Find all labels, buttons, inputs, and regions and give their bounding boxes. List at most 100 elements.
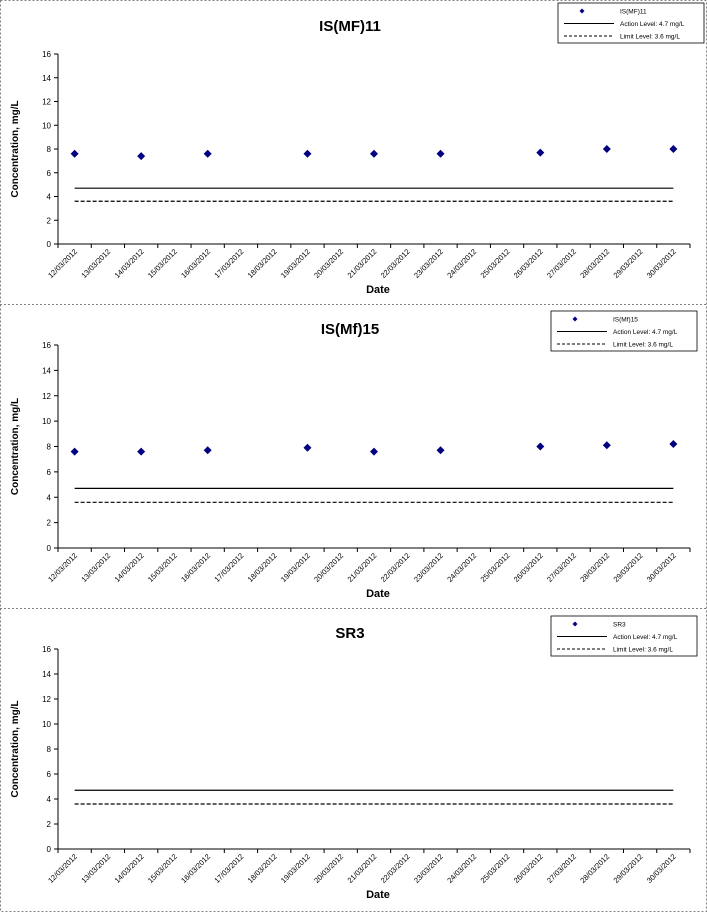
x-tick-label: 13/03/2012 (79, 247, 112, 280)
chart-panel-3: SR3 0 2 4 6 8 10 12 14 16 12/03/2012 13/03/2012 14/0… (0, 608, 707, 901)
x-tick-label: 21/03/2012 (346, 852, 379, 885)
legend-marker-symbol (572, 621, 578, 627)
y-tick-label: 12 (42, 392, 51, 401)
y-tick-label: 10 (42, 417, 51, 426)
x-tick-label: 19/03/2012 (279, 551, 312, 584)
chart-title: SR3 (335, 625, 364, 642)
data-point-marker (70, 149, 79, 158)
x-tick-label: 26/03/2012 (512, 551, 545, 584)
x-tick-label: 21/03/2012 (346, 247, 379, 280)
x-tick-label: 24/03/2012 (445, 852, 478, 885)
x-tick-label: 22/03/2012 (379, 247, 412, 280)
x-tick-label: 27/03/2012 (545, 247, 578, 280)
x-tick-label: 19/03/2012 (279, 247, 312, 280)
legend-entry-label: IS(MF)11 (620, 9, 647, 16)
x-tick-label: 23/03/2012 (412, 247, 445, 280)
chart-panel-2: IS(Mf)15 0 2 4 6 8 10 12 14 16 12/03/2012 13/03/201… (0, 304, 707, 600)
legend-entry-label: SR3 (613, 622, 626, 629)
x-tick-label: 22/03/2012 (379, 551, 412, 584)
x-tick-label: 27/03/2012 (545, 852, 578, 885)
data-point-marker (536, 442, 545, 451)
x-tick-label: 12/03/2012 (46, 247, 79, 280)
data-point-marker (370, 447, 378, 456)
data-point-marker (436, 149, 445, 158)
x-tick-label: 22/03/2012 (379, 852, 412, 885)
data-point-marker (303, 149, 312, 158)
y-tick-label: 2 (47, 820, 52, 829)
legend-entry-label: Action Level: 4.7 mg/L (613, 634, 678, 641)
y-tick-label: 4 (47, 493, 52, 502)
data-point-marker (70, 447, 79, 456)
x-tick-label: 25/03/2012 (479, 852, 512, 885)
x-tick-label: 14/03/2012 (113, 551, 146, 584)
x-tick-label: 28/03/2012 (578, 551, 611, 584)
x-tick-label: 18/03/2012 (246, 247, 279, 280)
y-tick-label: 0 (47, 240, 52, 249)
y-tick-label: 8 (47, 145, 52, 154)
chart-legend: IS(Mf)15 Action Level: 4.7 mg/L Limit Leve… (550, 310, 698, 352)
x-tick-label: 20/03/2012 (312, 247, 345, 280)
x-tick-label: 20/03/2012 (312, 551, 345, 584)
x-tick-label: 17/03/2012 (212, 551, 245, 584)
x-tick-label: 27/03/2012 (545, 551, 578, 584)
legend-marker-symbol (579, 8, 585, 14)
y-tick-label: 14 (42, 670, 51, 679)
x-tick-label: 15/03/2012 (146, 551, 179, 584)
x-tick-label: 14/03/2012 (113, 247, 146, 280)
legend-entry-label: Limit Level: 3.6 mg/L (613, 647, 673, 654)
data-point-marker (303, 443, 312, 452)
y-tick-label: 14 (42, 366, 51, 375)
x-tick-label: 29/03/2012 (612, 247, 645, 280)
x-tick-label: 29/03/2012 (612, 852, 645, 885)
x-tick-label: 15/03/2012 (146, 247, 179, 280)
chart-legend: SR3 Action Level: 4.7 mg/L Limit Level: 3.… (550, 615, 698, 657)
y-tick-label: 16 (42, 645, 51, 654)
y-tick-label: 14 (42, 74, 51, 83)
data-point-marker (602, 145, 611, 153)
chart-title: IS(Mf)15 (321, 321, 379, 338)
x-tick-label: 17/03/2012 (212, 852, 245, 885)
x-tick-label: 26/03/2012 (512, 852, 545, 885)
x-tick-label: 12/03/2012 (46, 852, 79, 885)
y-tick-label: 6 (47, 169, 52, 178)
y-tick-label: 2 (47, 519, 52, 528)
x-tick-label: 15/03/2012 (146, 852, 179, 885)
y-tick-label: 10 (42, 121, 51, 130)
x-tick-label: 13/03/2012 (79, 852, 112, 885)
data-point-marker (137, 447, 146, 456)
data-point-marker (436, 446, 445, 455)
x-tick-label: 17/03/2012 (212, 247, 245, 280)
x-axis-title: Date (366, 284, 390, 296)
y-tick-label: 8 (47, 745, 52, 754)
x-tick-label: 30/03/2012 (645, 852, 678, 885)
x-tick-label: 30/03/2012 (645, 551, 678, 584)
chart-title: IS(MF)11 (319, 18, 381, 35)
x-tick-label: 23/03/2012 (412, 551, 445, 584)
x-tick-label: 18/03/2012 (246, 551, 279, 584)
data-point-marker (370, 149, 378, 158)
y-axis-title: Concentration, mg/L (10, 100, 21, 197)
y-tick-label: 12 (42, 98, 51, 107)
data-point-marker (669, 145, 678, 153)
y-tick-label: 16 (42, 341, 51, 350)
y-tick-label: 6 (47, 468, 52, 477)
x-tick-label: 20/03/2012 (312, 852, 345, 885)
x-tick-label: 12/03/2012 (46, 551, 79, 584)
legend-entry-label: Limit Level: 3.6 mg/L (620, 34, 680, 41)
legend-entry-label: Limit Level: 3.6 mg/L (613, 342, 673, 349)
x-tick-label: 29/03/2012 (612, 551, 645, 584)
data-point-marker (536, 148, 545, 157)
x-tick-label: 28/03/2012 (578, 852, 611, 885)
y-tick-label: 16 (42, 50, 51, 59)
y-tick-label: 8 (47, 443, 52, 452)
y-axis-title: Concentration, mg/L (10, 398, 21, 495)
data-point-marker (602, 441, 611, 450)
legend-entry-label: Action Level: 4.7 mg/L (620, 21, 685, 28)
y-tick-label: 4 (47, 193, 52, 202)
y-tick-label: 0 (47, 845, 52, 854)
y-tick-label: 2 (47, 216, 52, 225)
x-tick-label: 24/03/2012 (445, 551, 478, 584)
